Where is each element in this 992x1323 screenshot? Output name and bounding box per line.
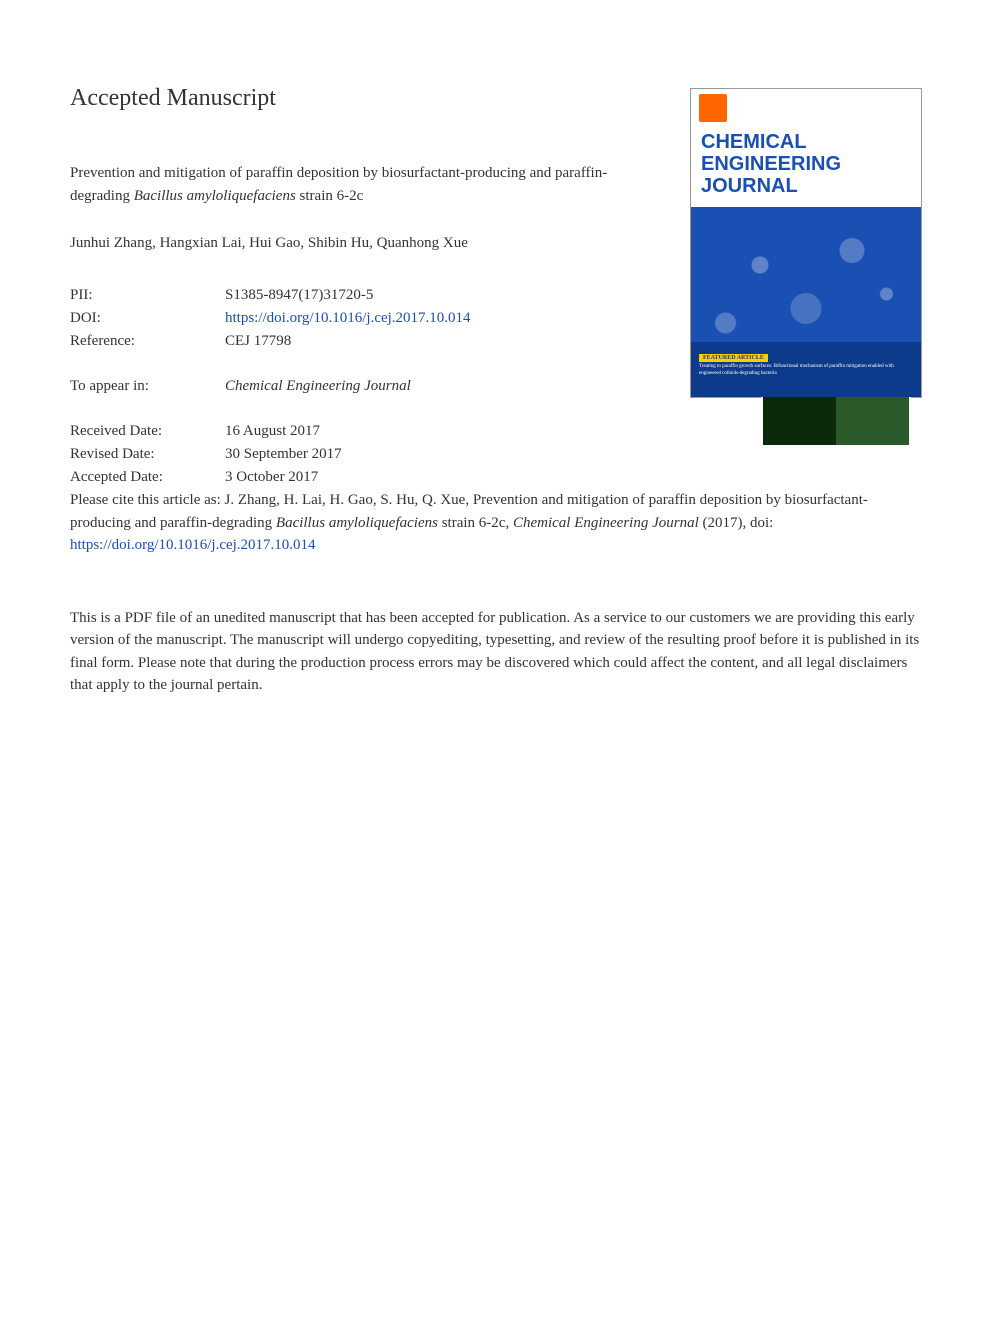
citation-journal: Chemical Engineering Journal (513, 515, 699, 531)
dates-table: Received Date: 16 August 2017 Revised Da… (70, 420, 342, 489)
cover-header (691, 89, 921, 127)
meta-value: CEJ 17798 (225, 330, 471, 353)
cover-title-line2: ENGINEERING (701, 153, 911, 175)
disclaimer-text: This is a PDF file of an unedited manusc… (70, 607, 922, 697)
meta-row-pii: PII: S1385-8947(17)31720-5 (70, 284, 471, 307)
meta-row-doi: DOI: https://doi.org/10.1016/j.cej.2017.… (70, 307, 471, 330)
cover-journal-title: CHEMICAL ENGINEERING JOURNAL (691, 127, 921, 207)
citation-doi-link[interactable]: https://doi.org/10.1016/j.cej.2017.10.01… (70, 537, 316, 553)
elsevier-logo-icon (699, 94, 727, 122)
cover-graphic (691, 207, 921, 352)
meta-value: 16 August 2017 (225, 420, 342, 443)
cover-featured-article: FEATURED ARTICLE Treating to paraffin gr… (691, 342, 921, 397)
metadata-table: PII: S1385-8947(17)31720-5 DOI: https://… (70, 284, 471, 353)
meta-value: 30 September 2017 (225, 443, 342, 466)
page-heading: Accepted Manuscript (70, 85, 660, 112)
citation-mid: strain 6-2c, (438, 515, 513, 531)
meta-label: Accepted Date: (70, 466, 225, 489)
authors: Junhui Zhang, Hangxian Lai, Hui Gao, Shi… (70, 235, 660, 252)
journal-cover: CHEMICAL ENGINEERING JOURNAL FEATURED AR… (690, 88, 922, 398)
article-title: Prevention and mitigation of paraffin de… (70, 162, 660, 207)
main-content: Accepted Manuscript Prevention and mitig… (70, 85, 660, 489)
featured-badge: FEATURED ARTICLE (699, 354, 768, 362)
meta-label: To appear in: (70, 375, 225, 398)
meta-row-appear: To appear in: Chemical Engineering Journ… (70, 375, 411, 398)
meta-label: Received Date: (70, 420, 225, 443)
meta-label: DOI: (70, 307, 225, 330)
doi-link[interactable]: https://doi.org/10.1016/j.cej.2017.10.01… (225, 310, 471, 326)
citation-suffix: (2017), doi: (699, 515, 774, 531)
meta-value: Chemical Engineering Journal (225, 375, 411, 398)
meta-row-accepted: Accepted Date: 3 October 2017 (70, 466, 342, 489)
meta-value: https://doi.org/10.1016/j.cej.2017.10.01… (225, 307, 471, 330)
meta-label: PII: (70, 284, 225, 307)
meta-row-reference: Reference: CEJ 17798 (70, 330, 471, 353)
meta-label: Revised Date: (70, 443, 225, 466)
meta-value: S1385-8947(17)31720-5 (225, 284, 471, 307)
citation-text: Please cite this article as: J. Zhang, H… (70, 489, 922, 557)
meta-row-revised: Revised Date: 30 September 2017 (70, 443, 342, 466)
title-suffix: strain 6-2c (296, 188, 363, 204)
meta-label: Reference: (70, 330, 225, 353)
featured-text: Treating to paraffin growth surfaces: Bi… (699, 364, 913, 377)
title-species: Bacillus amyloliquefaciens (134, 188, 296, 204)
meta-row-received: Received Date: 16 August 2017 (70, 420, 342, 443)
to-appear-table: To appear in: Chemical Engineering Journ… (70, 375, 411, 398)
cover-title-line1: CHEMICAL (701, 131, 911, 153)
meta-value: 3 October 2017 (225, 466, 342, 489)
citation-species: Bacillus amyloliquefaciens (276, 515, 438, 531)
cover-title-line3: JOURNAL (701, 175, 911, 197)
